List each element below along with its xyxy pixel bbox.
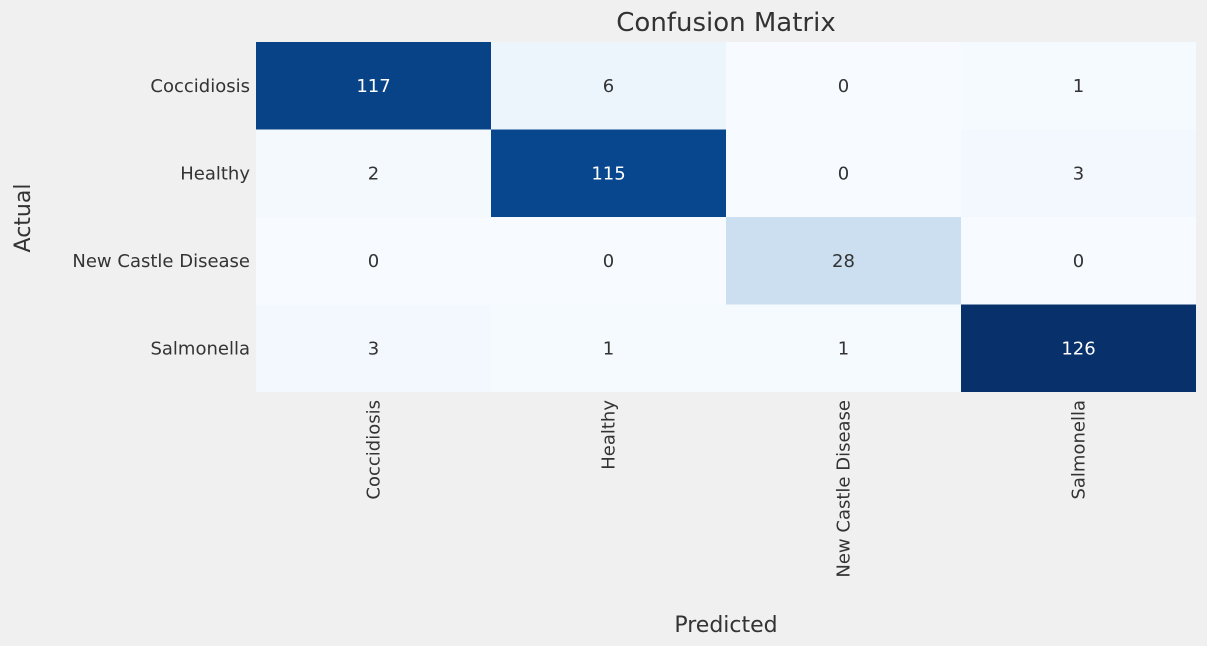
y-axis-tick-labels: Coccidiosis Healthy New Castle Disease Salm…: [72, 76, 250, 360]
x-axis-tick-labels: Coccidiosis Healthy New Castle Disease Salm…: [364, 400, 1090, 578]
heatmap-cell-labels: 117 6 0 1 2 115 0 3 0 0 28 0 3 1 1 126: [356, 76, 1095, 360]
heatmap-cell: [491, 42, 726, 130]
heatmap-cell-value: 115: [591, 163, 625, 184]
heatmap-cell-value: 1: [1073, 76, 1084, 97]
heatmap-cell: [961, 304, 1196, 392]
heatmap-cell: [961, 217, 1196, 305]
heatmap-cell: [726, 304, 961, 392]
x-axis-title: Predicted: [674, 613, 777, 638]
heatmap-cell-value: 0: [838, 76, 849, 97]
heatmap-cell: [491, 217, 726, 305]
x-tick-label: New Castle Disease: [834, 400, 855, 578]
chart-title: Confusion Matrix: [616, 8, 835, 38]
y-tick-label: Coccidiosis: [150, 76, 250, 97]
heatmap-cell: [256, 217, 491, 305]
heatmap-cell-value: 0: [368, 251, 379, 272]
heatmap-cell-value: 3: [1073, 163, 1084, 184]
heatmap-cell-value: 1: [603, 338, 614, 359]
heatmap-cell: [491, 129, 726, 217]
heatmap-cells: [256, 42, 1196, 392]
y-tick-label: Healthy: [180, 163, 250, 184]
heatmap-cell: [726, 42, 961, 130]
y-axis-title: Actual: [11, 184, 36, 253]
x-tick-label: Salmonella: [1069, 400, 1090, 500]
heatmap-cell-value: 117: [356, 76, 390, 97]
heatmap-cell-value: 1: [838, 338, 849, 359]
y-tick-label: New Castle Disease: [72, 251, 250, 272]
x-tick-label: Healthy: [599, 400, 620, 470]
heatmap-cell-value: 3: [368, 338, 379, 359]
heatmap-cell: [256, 304, 491, 392]
heatmap-cell: [256, 42, 491, 130]
heatmap-cell: [726, 217, 961, 305]
x-tick-label: Coccidiosis: [364, 400, 385, 500]
heatmap-cell-value: 2: [368, 163, 379, 184]
heatmap-cell: [961, 129, 1196, 217]
heatmap-cell-value: 0: [838, 163, 849, 184]
heatmap-cell-value: 0: [1073, 251, 1084, 272]
heatmap-cell: [726, 129, 961, 217]
heatmap-cell-value: 126: [1061, 338, 1095, 359]
heatmap-cell: [256, 129, 491, 217]
heatmap-cell: [961, 42, 1196, 130]
y-tick-label: Salmonella: [150, 338, 250, 359]
heatmap-cell-value: 6: [603, 76, 614, 97]
heatmap-cell-value: 0: [603, 251, 614, 272]
heatmap-cell-value: 28: [832, 251, 855, 272]
heatmap-cell: [491, 304, 726, 392]
